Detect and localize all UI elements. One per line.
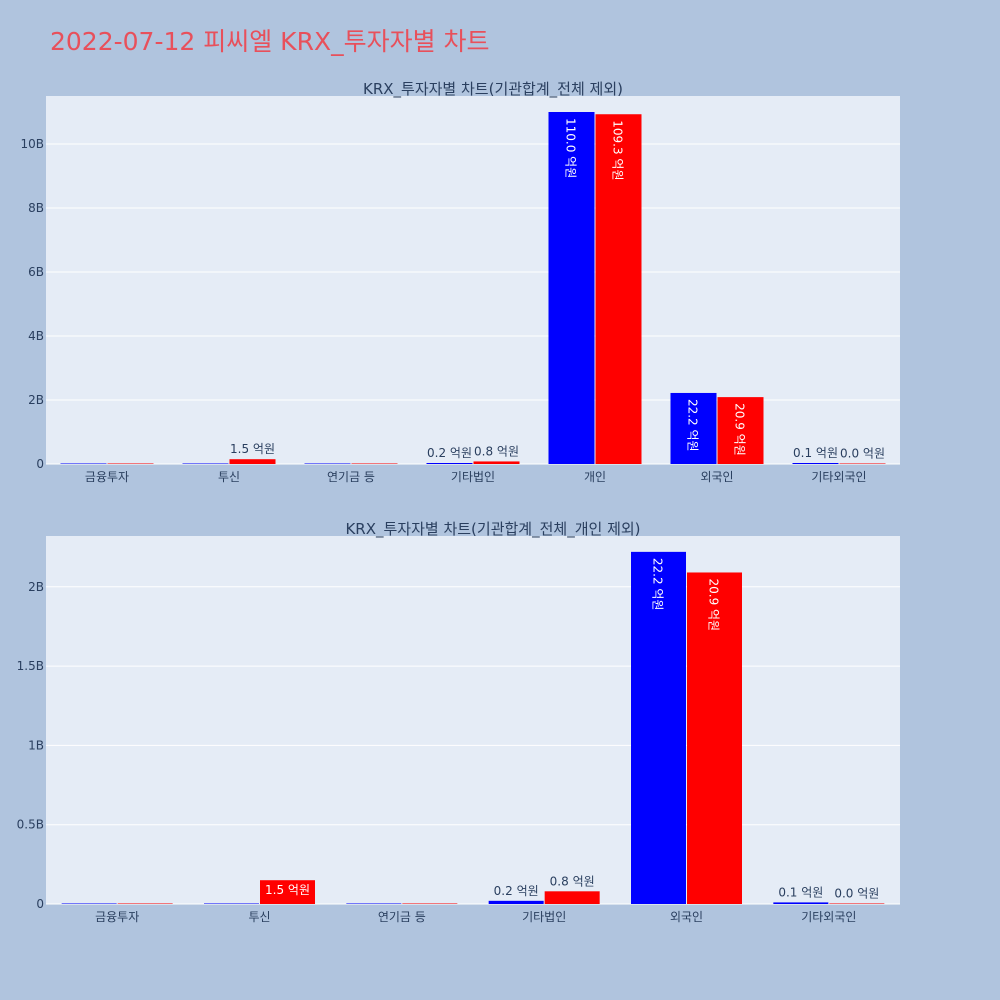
bar-data-label: 22.2 억원 (651, 558, 665, 611)
bar-data-label: 110.0 억원 (564, 118, 578, 178)
bar-data-label: 1.5 억원 (230, 442, 275, 456)
y-tick-label: 1.5B (17, 659, 44, 673)
x-tick-label: 외국인 (670, 910, 703, 924)
y-tick-label: 4B (28, 329, 44, 343)
bar (402, 904, 457, 905)
bar-data-label: 0.2 억원 (494, 884, 539, 898)
bar (840, 464, 886, 465)
y-tick-label: 2B (28, 580, 44, 594)
y-tick-label: 0 (36, 457, 44, 471)
chart-title: KRX_투자자별 차트(기관합계_전체 제외) (363, 80, 623, 99)
bar-data-label: 1.5 억원 (265, 883, 310, 897)
page-title: 2022-07-12 피씨엘 KRX_투자자별 차트 (50, 22, 490, 58)
bar-data-label: 109.3 억원 (611, 120, 625, 180)
y-tick-label: 1B (28, 738, 44, 752)
bar (346, 904, 401, 905)
bar (773, 902, 828, 904)
bar (108, 464, 154, 465)
x-tick-label: 기타법인 (522, 910, 566, 924)
bar-data-label: 0.0 억원 (840, 447, 885, 461)
bar (793, 463, 839, 464)
plot-area (46, 96, 900, 464)
bar-data-label: 0.1 억원 (778, 885, 823, 899)
y-tick-label: 2B (28, 393, 44, 407)
bar-data-label: 0.8 억원 (474, 444, 519, 458)
x-tick-label: 기타법인 (451, 470, 495, 484)
bar-data-label: 0.1 억원 (793, 446, 838, 460)
x-tick-label: 금융투자 (95, 910, 139, 924)
bar (489, 901, 544, 904)
bar-data-label: 0.2 억원 (427, 446, 472, 460)
x-tick-label: 연기금 등 (378, 910, 426, 924)
bar-data-label: 20.9 억원 (707, 578, 721, 631)
chart-top: KRX_투자자별 차트(기관합계_전체 제외) 0 2B 4B 6B 8B 10B 금융투자 1… (0, 70, 1000, 490)
x-tick-label: 투신 (218, 470, 240, 484)
plot-area (46, 536, 900, 904)
y-tick-label: 0.5B (17, 818, 44, 832)
bar-data-label: 20.9 억원 (733, 403, 747, 456)
x-tick-label: 외국인 (700, 470, 733, 484)
x-tick-label: 금융투자 (85, 470, 129, 484)
bar (829, 904, 884, 905)
bar (474, 461, 520, 464)
bar (204, 904, 259, 905)
x-tick-label: 연기금 등 (327, 470, 375, 484)
bar (62, 904, 117, 905)
y-tick-label: 8B (28, 201, 44, 215)
bar (183, 464, 229, 465)
y-tick-label: 10B (20, 137, 44, 151)
bar-data-label: 0.0 억원 (834, 887, 879, 901)
y-tick-label: 0 (36, 897, 44, 911)
bar (305, 464, 351, 465)
bar (118, 904, 173, 905)
bar-data-label: 0.8 억원 (550, 874, 595, 888)
bar (352, 464, 398, 465)
x-tick-label: 개인 (584, 470, 606, 484)
bar-data-label: 22.2 억원 (686, 399, 700, 452)
bar (61, 464, 107, 465)
chart-title: KRX_투자자별 차트(기관합계_전체_개인 제외) (345, 520, 640, 539)
bar (230, 459, 276, 464)
bar (545, 891, 600, 904)
x-tick-label: 기타외국인 (811, 470, 866, 484)
chart-bottom: KRX_투자자별 차트(기관합계_전체_개인 제외) 0 0.5B 1B 1.5B 2B 금… (0, 510, 1000, 930)
bar (427, 463, 473, 464)
y-tick-label: 6B (28, 265, 44, 279)
x-tick-label: 기타외국인 (801, 910, 856, 924)
x-tick-label: 투신 (248, 910, 270, 924)
